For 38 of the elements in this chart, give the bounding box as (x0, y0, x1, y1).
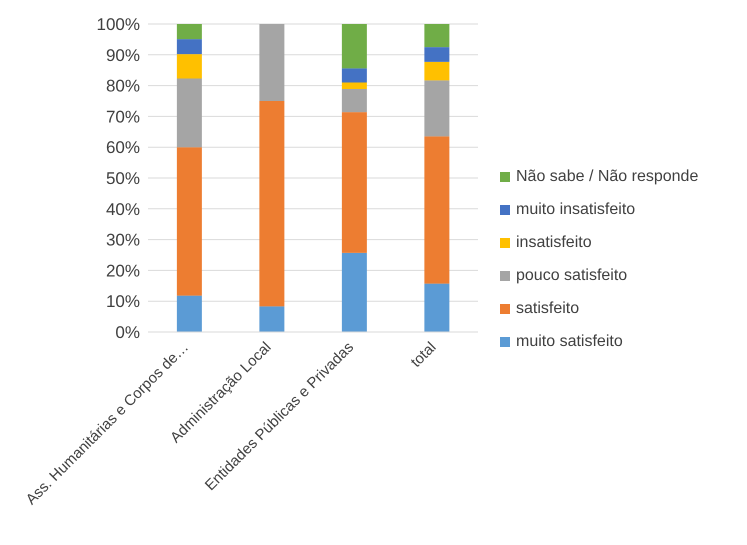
bar (342, 252, 367, 332)
legend-label: satisfeito (516, 300, 580, 318)
bar (424, 47, 450, 62)
bar (176, 39, 202, 54)
y-tick-label: 50% (106, 169, 140, 188)
legend-label: muito satisfeito (516, 333, 623, 351)
legend-label: insatisfeito (516, 234, 592, 252)
bar (424, 24, 450, 48)
bar (259, 24, 284, 101)
y-tick-label: 80% (106, 76, 140, 96)
bar (342, 88, 367, 112)
y-tick-label: 60% (106, 138, 140, 158)
bar (176, 296, 202, 332)
y-tick-label: 20% (106, 261, 140, 280)
bar (424, 136, 450, 284)
bar (342, 24, 367, 68)
bar (259, 306, 284, 332)
bar (176, 78, 202, 148)
y-tick-label: 90% (106, 46, 140, 65)
y-tick-label: 30% (106, 230, 140, 250)
bar (259, 101, 284, 306)
bar (342, 68, 367, 83)
bar (342, 82, 367, 89)
bar (424, 284, 450, 332)
y-tick-label: 70% (106, 107, 140, 126)
bar (424, 80, 450, 136)
legend-label: pouco satisfeito (516, 267, 628, 285)
legend-label: muito insatisfeito (516, 201, 636, 219)
bar (424, 62, 450, 80)
y-tick-label: 0% (115, 323, 140, 342)
y-tick-label: 10% (106, 292, 140, 312)
bar (176, 147, 202, 296)
bar (176, 54, 202, 79)
bar (176, 24, 202, 40)
y-tick-label: 40% (106, 200, 140, 219)
legend-label: Não sabe / Não responde (516, 168, 698, 186)
bar (342, 112, 367, 253)
y-tick-label: 100% (96, 15, 140, 34)
